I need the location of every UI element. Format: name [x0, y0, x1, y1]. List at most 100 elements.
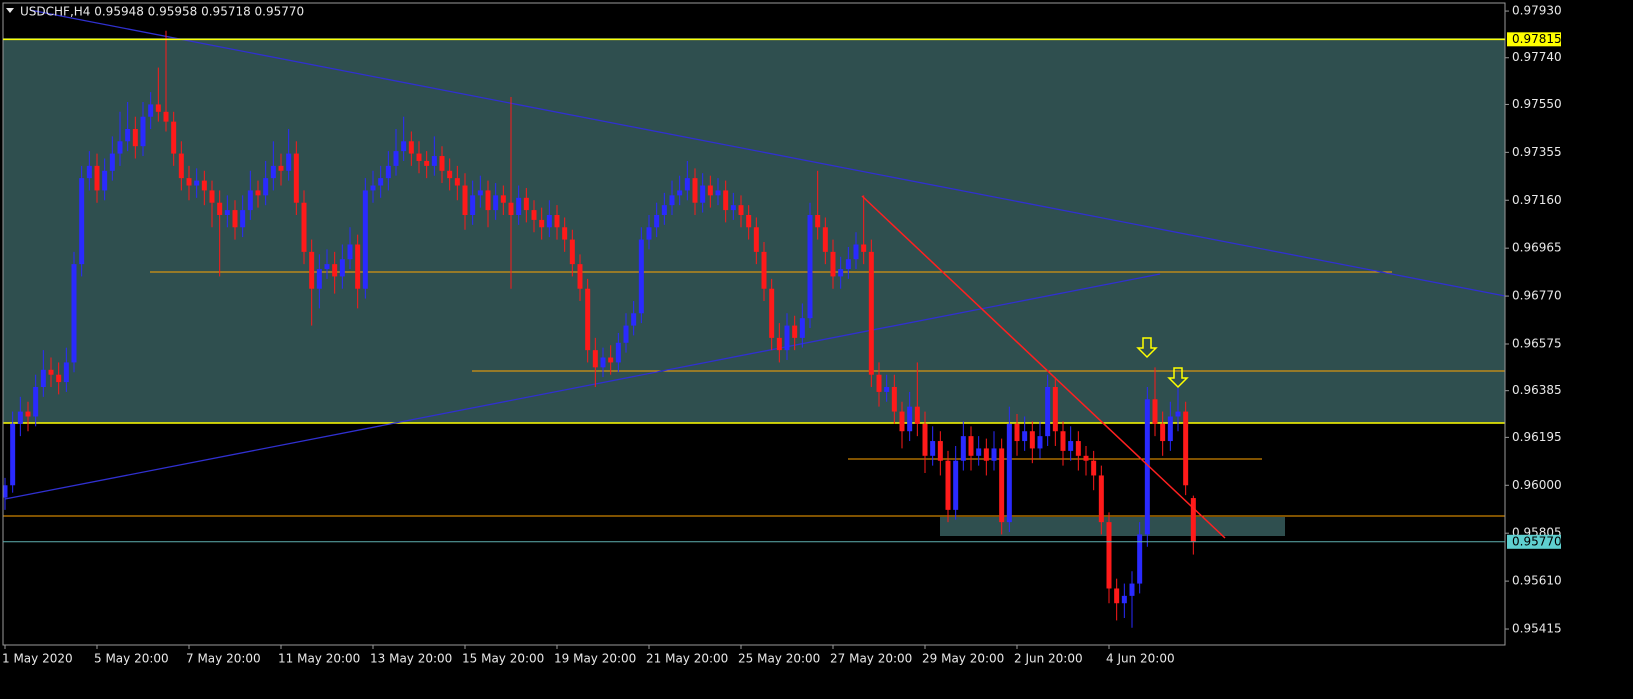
- candle-body: [140, 116, 146, 147]
- candle-body: [753, 227, 759, 252]
- candle-body: [408, 141, 414, 154]
- candle-body: [232, 210, 238, 228]
- candle-body: [853, 244, 859, 260]
- candle-body: [1121, 595, 1127, 604]
- candle-body: [577, 264, 583, 289]
- candle-body: [746, 215, 752, 228]
- x-tick-label: 29 May 20:00: [922, 652, 1004, 666]
- candle-body: [730, 205, 736, 211]
- candle-body: [255, 190, 261, 196]
- candle-body: [615, 342, 621, 363]
- candle-body: [677, 190, 683, 196]
- candle-body: [930, 441, 936, 456]
- candle-body: [830, 251, 836, 277]
- level-label-box: [1507, 32, 1561, 47]
- candle-body: [416, 153, 422, 161]
- candle-body: [600, 357, 606, 368]
- candle-body: [1091, 460, 1097, 476]
- candle-body: [1106, 522, 1112, 589]
- x-tick-label: 4 Jun 20:00: [1106, 652, 1175, 666]
- trend-line: [861, 195, 1226, 539]
- candle-body: [148, 104, 154, 117]
- candle-body: [500, 195, 506, 203]
- candle-body: [240, 210, 246, 228]
- candle-body: [324, 264, 330, 270]
- candle-body: [776, 337, 782, 351]
- candle-body: [585, 288, 591, 351]
- candle-body: [792, 325, 798, 338]
- x-tick-label: 13 May 20:00: [370, 652, 452, 666]
- candle-body: [669, 195, 675, 206]
- candle-body: [278, 165, 284, 171]
- zone-small: [940, 517, 1285, 536]
- candle-body: [638, 239, 644, 314]
- candles: [2, 30, 1196, 628]
- candle-body: [623, 325, 629, 343]
- menu-triangle: [6, 8, 14, 13]
- candle-body: [247, 190, 253, 211]
- x-tick-label: 2 Jun 20:00: [1014, 652, 1083, 666]
- candle-body: [707, 185, 713, 196]
- candle-body: [1183, 411, 1189, 486]
- candle-body: [654, 215, 660, 228]
- candle-body: [608, 357, 614, 363]
- candle-body: [999, 448, 1005, 523]
- candle-body: [171, 121, 177, 154]
- y-tick-label: 0.97740: [1512, 50, 1562, 64]
- arrow: [1167, 367, 1189, 389]
- candle-body: [516, 197, 522, 215]
- candle-body: [63, 362, 69, 383]
- candle-body: [194, 180, 200, 186]
- candle-body: [1006, 423, 1012, 523]
- candle-body: [447, 170, 453, 179]
- candle-body: [891, 387, 897, 412]
- candle-body: [761, 251, 767, 289]
- candle-body: [270, 165, 276, 179]
- candle-body: [1190, 498, 1196, 542]
- candle-body: [914, 406, 920, 424]
- candle-body: [163, 111, 169, 122]
- candle-body: [339, 259, 345, 277]
- y-tick-label: 0.97355: [1512, 145, 1562, 159]
- candle-body: [523, 197, 529, 211]
- x-tick-label: 1 May 2020: [2, 652, 73, 666]
- candle-body: [316, 269, 322, 289]
- candle-body: [109, 153, 115, 171]
- candle-body: [539, 219, 545, 228]
- candle-body: [56, 374, 62, 383]
- candle-body: [217, 202, 223, 215]
- arrow: [1136, 337, 1158, 359]
- candle-body: [94, 165, 100, 191]
- candle-body: [485, 190, 491, 211]
- candle-body: [1144, 399, 1150, 535]
- candle-body: [937, 441, 943, 461]
- candle-body: [431, 156, 437, 166]
- candle-body: [493, 195, 499, 211]
- candle-body: [868, 251, 874, 375]
- candle-body: [332, 264, 338, 277]
- candle-body: [884, 387, 890, 392]
- candle-body: [1014, 423, 1020, 442]
- candle-body: [822, 227, 828, 252]
- candle-body: [385, 165, 391, 179]
- x-tick-label: 19 May 20:00: [554, 652, 636, 666]
- candle-body: [953, 460, 959, 510]
- candle-body: [631, 313, 637, 326]
- candle-body: [293, 153, 299, 203]
- candle-body: [378, 178, 384, 186]
- candle-body: [477, 190, 483, 196]
- candle-body: [700, 185, 706, 203]
- candle-body: [401, 141, 407, 152]
- candle-body: [1052, 387, 1058, 432]
- plot-frame: [2, 2, 1506, 646]
- header: USDCHF,H4 0.95948 0.95958 0.95718 0.9577…: [20, 5, 304, 19]
- candle-body: [738, 205, 744, 215]
- candle-body: [769, 288, 775, 338]
- candle-body: [546, 215, 552, 228]
- candle-body: [370, 185, 376, 191]
- y-tick-label: 0.96770: [1512, 289, 1562, 303]
- y-tick-label: 0.96195: [1512, 430, 1562, 444]
- candle-body: [784, 325, 790, 351]
- candle-body: [1075, 441, 1081, 456]
